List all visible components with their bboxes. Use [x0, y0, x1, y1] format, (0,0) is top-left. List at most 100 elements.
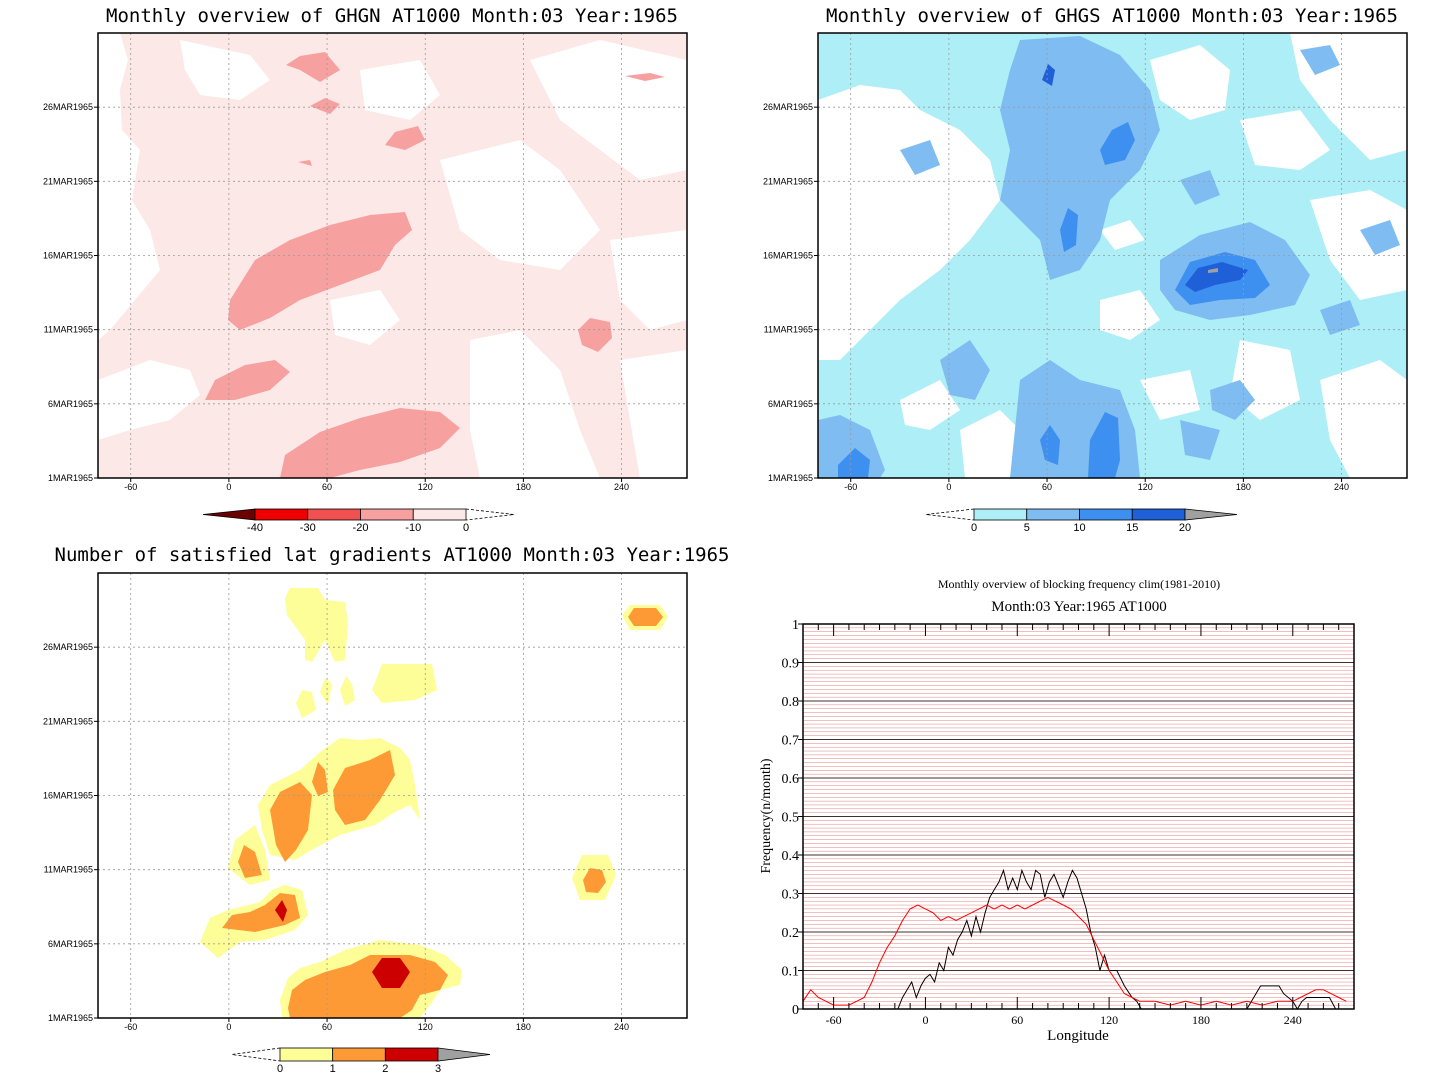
colorbar-extend-low: [202, 508, 256, 521]
ghgs-level-region: [1360, 220, 1400, 255]
x-tick-label: 120: [418, 482, 433, 492]
y-tick-label: 16MAR1965: [763, 251, 813, 261]
gradient-count-region: [333, 750, 395, 825]
x-tick-label: 120: [1100, 1013, 1118, 1027]
x-tick-label: 240: [614, 482, 629, 492]
colorbar-swatch: [360, 508, 414, 521]
y-tick-label: 0.3: [782, 888, 800, 903]
x-tick-label: 120: [1138, 482, 1153, 492]
ghgn-anomaly-region: [280, 408, 460, 478]
x-tick-label: 180: [516, 482, 531, 492]
gradient-count-region: [583, 868, 606, 893]
ghgs-white-region: [1310, 190, 1407, 300]
y-tick-label: 16MAR1965: [43, 791, 93, 801]
panel-ghgs: Monthly overview of GHGS AT1000 Month:03…: [763, 5, 1408, 534]
gradient-count-region: [296, 690, 316, 718]
ghgn-anomaly-region: [310, 98, 340, 114]
x-tick-label: 60: [1011, 1013, 1023, 1027]
x-tick-label: 60: [322, 482, 332, 492]
colorbar-swatch: [254, 508, 309, 521]
y-tick-label: 11MAR1965: [44, 865, 93, 875]
ghgn-anomaly-region: [228, 212, 412, 330]
colorbar-swatch: [1026, 508, 1080, 521]
ghgs-colorbar: 0 5 10 15 20: [925, 508, 1238, 534]
x-tick-label: 180: [1236, 482, 1251, 492]
ghgn-white-region: [330, 290, 400, 345]
colorbar-label: 5: [1024, 522, 1030, 534]
gradient-count-region: [628, 608, 663, 626]
colorbar-extend-high: [437, 1047, 491, 1062]
y-tick-label: 6MAR1965: [48, 939, 93, 949]
y-tick-label: 21MAR1965: [763, 176, 813, 186]
y-tick-label: 6MAR1965: [48, 399, 93, 409]
colorbar-label: 0: [277, 1063, 283, 1075]
y-tick-label: 0.9: [782, 657, 800, 672]
blocking-axis-ticks: 0 0.1 0.2 0.3 0.4 0.5 0.6 0.7 0.8 0.9 1 -60 0 60 120 18…: [782, 618, 1355, 1027]
x-tick-label: 0: [226, 1022, 231, 1032]
colorbar-swatch: [279, 1047, 334, 1062]
ghgn-axis-ticks: -60 0 60 120 180 240 1MAR1965 6MAR1965 11MAR1965…: [43, 102, 629, 492]
ghgs-level-region: [1180, 170, 1220, 205]
ghgs-white-region: [1140, 370, 1200, 420]
panel-lat-gradients: Number of satisfied lat gradients AT1000…: [43, 544, 730, 1075]
colorbar-label: 0: [463, 522, 469, 534]
y-tick-label: 26MAR1965: [763, 102, 813, 112]
ghgn-anomaly-region: [578, 318, 612, 352]
ghgs-white-region: [1100, 220, 1145, 250]
colorbar-label: -30: [300, 522, 316, 534]
x-tick-label: 240: [614, 1022, 629, 1032]
panel-ghgn: Monthly overview of GHGN AT1000 Month:03…: [43, 5, 688, 534]
y-tick-label: 0: [792, 1003, 799, 1018]
ghgn-title: Monthly overview of GHGN AT1000 Month:03…: [106, 5, 678, 27]
colorbar-label: -40: [247, 522, 263, 534]
y-tick-label: 0.4: [782, 849, 800, 864]
colorbar-label: 0: [971, 522, 977, 534]
ghgs-level-region: [1208, 268, 1218, 273]
colorbar-swatch: [1079, 508, 1133, 521]
colorbar-label: 1: [330, 1063, 336, 1075]
series-line-1: [802, 896, 1347, 1006]
x-tick-label: 0: [226, 482, 231, 492]
y-tick-label: 11MAR1965: [44, 325, 93, 335]
ghgs-level-region: [1000, 36, 1160, 280]
colorbar-swatch: [412, 508, 467, 521]
y-tick-label: 1MAR1965: [768, 473, 813, 483]
ghgn-anomaly-region: [205, 360, 290, 400]
y-tick-label: 1MAR1965: [48, 1013, 93, 1023]
ghgs-level-region: [1180, 420, 1220, 460]
x-tick-label: 240: [1334, 482, 1349, 492]
colorbar-label: -10: [405, 522, 421, 534]
series-line-0: [803, 868, 1342, 1010]
colorbar-extend-low: [231, 1047, 281, 1062]
ghgs-level-region: [1185, 262, 1248, 292]
y-tick-label: 1MAR1965: [48, 473, 93, 483]
y-tick-label: 0.1: [782, 965, 800, 980]
x-tick-label: 120: [418, 1022, 433, 1032]
x-tick-label: 60: [322, 1022, 332, 1032]
colorbar-label: 20: [1179, 522, 1191, 534]
ghgs-field: [818, 33, 1407, 478]
colorbar-label: 2: [382, 1063, 388, 1075]
ghgs-white-region: [900, 380, 960, 430]
ghgs-level-region: [1300, 45, 1340, 75]
y-tick-label: 21MAR1965: [43, 716, 93, 726]
x-tick-label: 0: [922, 1013, 928, 1027]
blocking-title: Monthly overview of blocking frequency c…: [938, 577, 1220, 591]
ghgn-colorbar: -40 -30 -20 -10 0: [202, 508, 515, 534]
x-tick-label: -60: [826, 1013, 842, 1027]
x-tick-label: 180: [1192, 1013, 1210, 1027]
colorbar-swatch: [973, 508, 1028, 521]
x-tick-label: -60: [124, 482, 137, 492]
ghgs-white-region: [818, 85, 1000, 360]
ghgs-level-region: [900, 140, 940, 175]
ghgs-level-region: [1042, 64, 1055, 86]
gradient-count-region: [372, 664, 437, 703]
x-tick-label: -60: [844, 482, 857, 492]
y-tick-label: 21MAR1965: [43, 176, 93, 186]
gradient-count-region: [372, 958, 410, 988]
ghgn-anomaly-region: [286, 52, 340, 82]
ghgn-white-region: [180, 40, 270, 100]
x-tick-label: 0: [946, 482, 951, 492]
x-tick-label: 180: [516, 1022, 531, 1032]
